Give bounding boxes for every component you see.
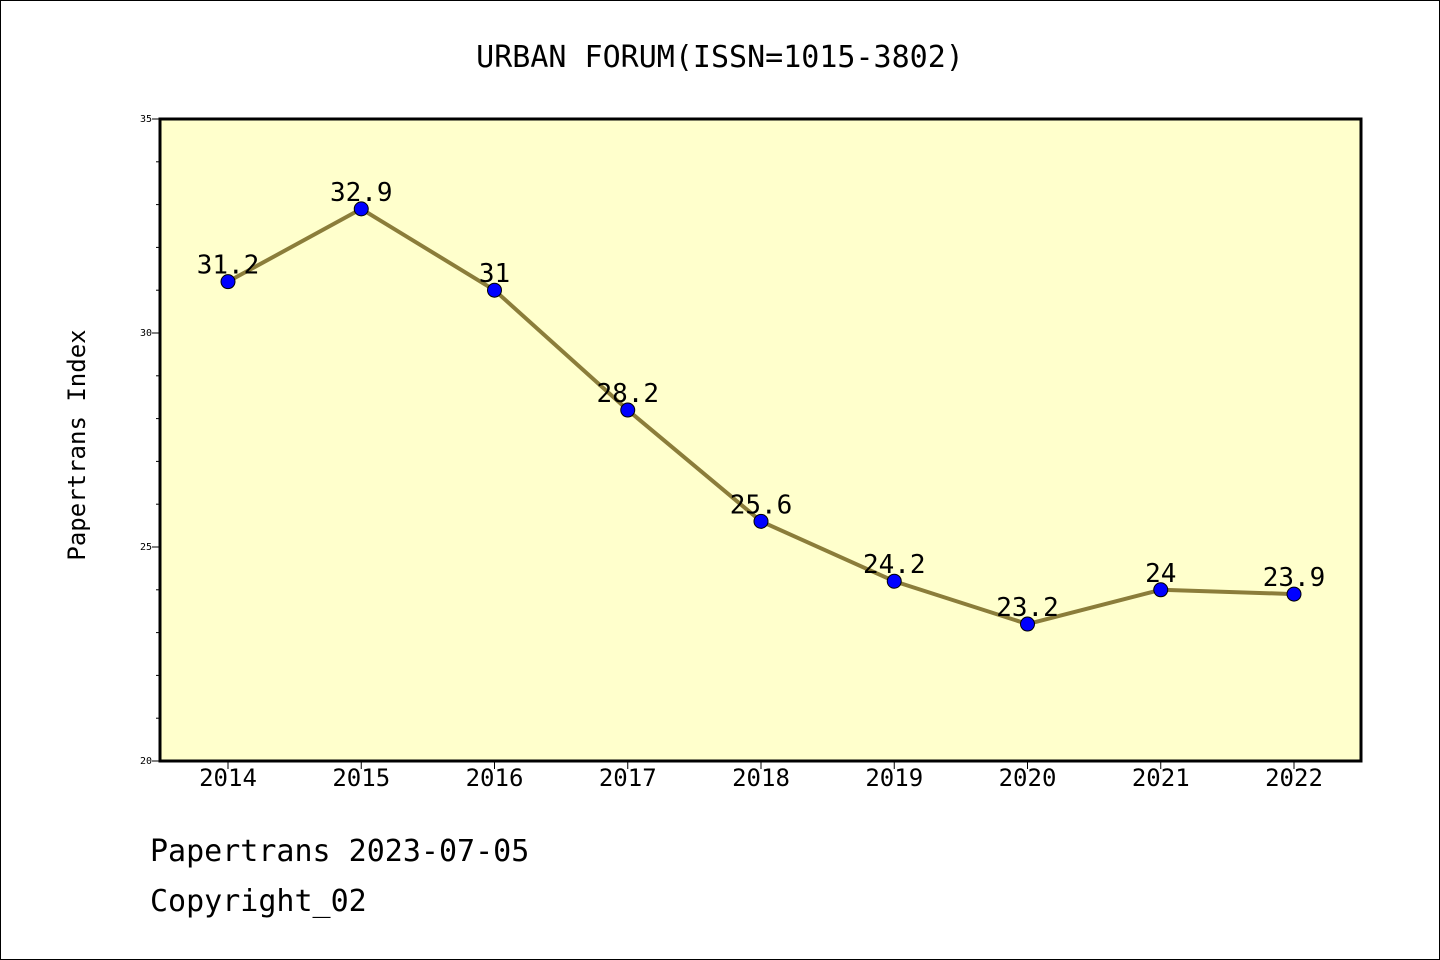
x-tick-label: 2016 xyxy=(466,764,524,792)
data-point xyxy=(220,274,236,290)
y-tick-label: 35 xyxy=(140,114,152,125)
source-footer: Papertrans 2023-07-05 xyxy=(150,834,530,869)
y-tick-label: 25 xyxy=(140,542,152,553)
data-point xyxy=(353,201,369,217)
data-label: 28.2 xyxy=(596,379,659,409)
data-point xyxy=(620,402,636,418)
x-tick-label: 2018 xyxy=(732,764,790,792)
data-label: 31 xyxy=(479,259,510,289)
y-tick-label: 20 xyxy=(140,756,152,767)
data-point xyxy=(1153,582,1169,598)
data-label: 31.2 xyxy=(197,251,260,281)
x-tick-label: 2019 xyxy=(865,764,923,792)
data-point xyxy=(753,513,769,529)
x-tick-label: 2022 xyxy=(1265,764,1323,792)
data-label: 24 xyxy=(1145,559,1176,589)
data-point xyxy=(1286,586,1302,602)
plot-area: 20 25 30 35 2014 2015 2016 2017 2018 2019 2020 2021… xyxy=(140,114,1363,792)
y-tick-label: 30 xyxy=(140,328,152,339)
data-point xyxy=(487,282,502,298)
data-label: 23.2 xyxy=(996,593,1059,623)
data-label: 24.2 xyxy=(863,550,926,580)
plot-background xyxy=(158,117,1363,763)
data-label: 25.6 xyxy=(730,490,793,520)
data-label: 23.9 xyxy=(1263,563,1326,593)
data-point xyxy=(1020,616,1035,632)
copyright-footer: Copyright_02 xyxy=(150,884,367,919)
data-point xyxy=(886,573,902,589)
y-axis-label: Papertrans Index xyxy=(63,329,91,560)
x-tick-label: 2021 xyxy=(1132,764,1190,792)
data-label: 32.9 xyxy=(330,178,393,208)
chart-title: URBAN FORUM(ISSN=1015-3802) xyxy=(476,40,964,75)
x-tick-label: 2017 xyxy=(599,764,657,792)
x-tick-label: 2020 xyxy=(999,764,1057,792)
x-tick-label: 2015 xyxy=(332,764,390,792)
x-tick-label: 2014 xyxy=(199,764,257,792)
